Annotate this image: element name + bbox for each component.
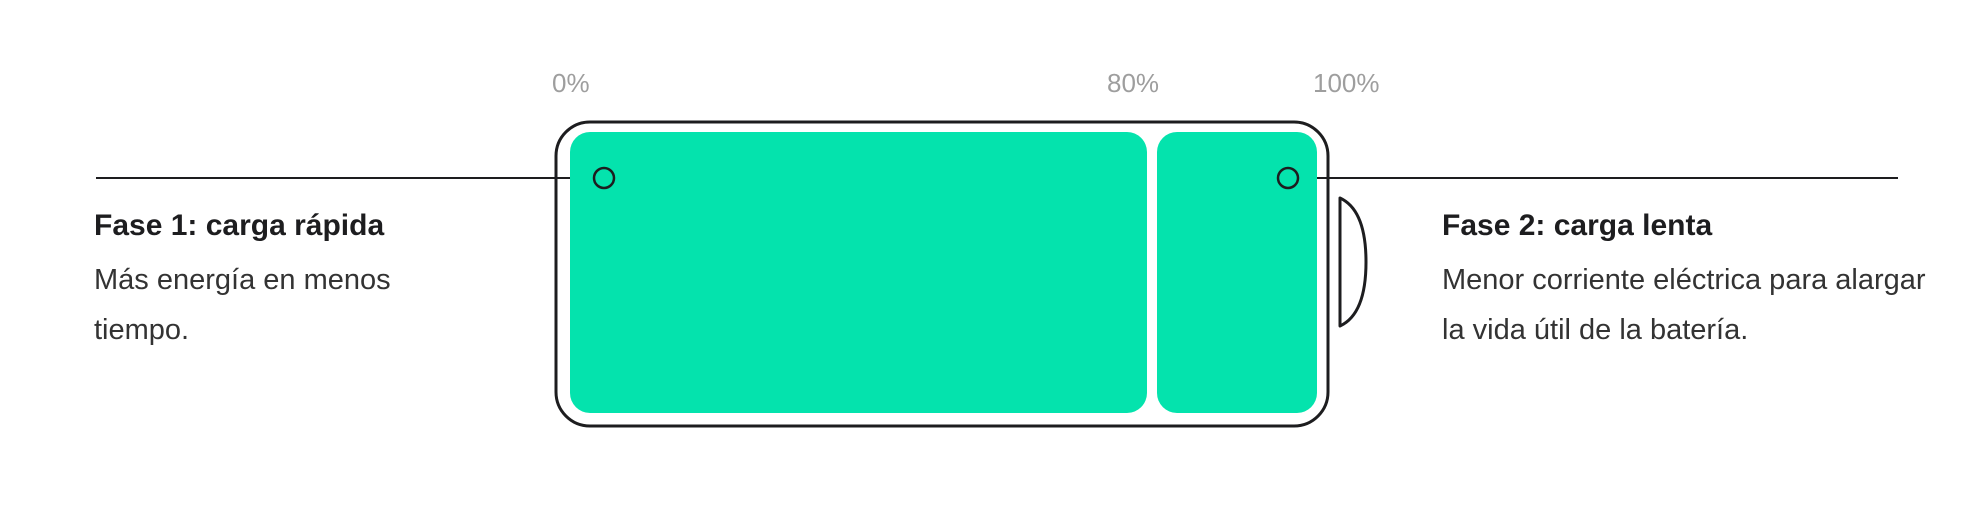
fast-charge-fill [570, 132, 1147, 413]
phase-1-title: Fase 1: carga rápida [94, 209, 385, 242]
battery-terminal [1338, 196, 1368, 328]
tick-label-80: 80% [1107, 68, 1160, 98]
phase-1-description: Más energía en menos tiempo. [94, 264, 391, 346]
phase-1-marker [592, 166, 616, 190]
phase-2-title: Fase 2: carga lenta [1442, 209, 1713, 242]
tick-label-0: 0% [552, 68, 590, 98]
phase-1-callout: Fase 1: carga rápida Más energía en meno… [94, 211, 474, 355]
phase-2-marker [1276, 166, 1300, 190]
battery-outline [554, 120, 1330, 428]
phase-2-description: Menor corriente eléctrica para alargar l… [1442, 264, 1926, 346]
tick-label-100: 100% [1313, 68, 1380, 98]
phase-2-callout: Fase 2: carga lenta Menor corriente eléc… [1442, 211, 1942, 355]
slow-charge-fill [1157, 132, 1317, 413]
